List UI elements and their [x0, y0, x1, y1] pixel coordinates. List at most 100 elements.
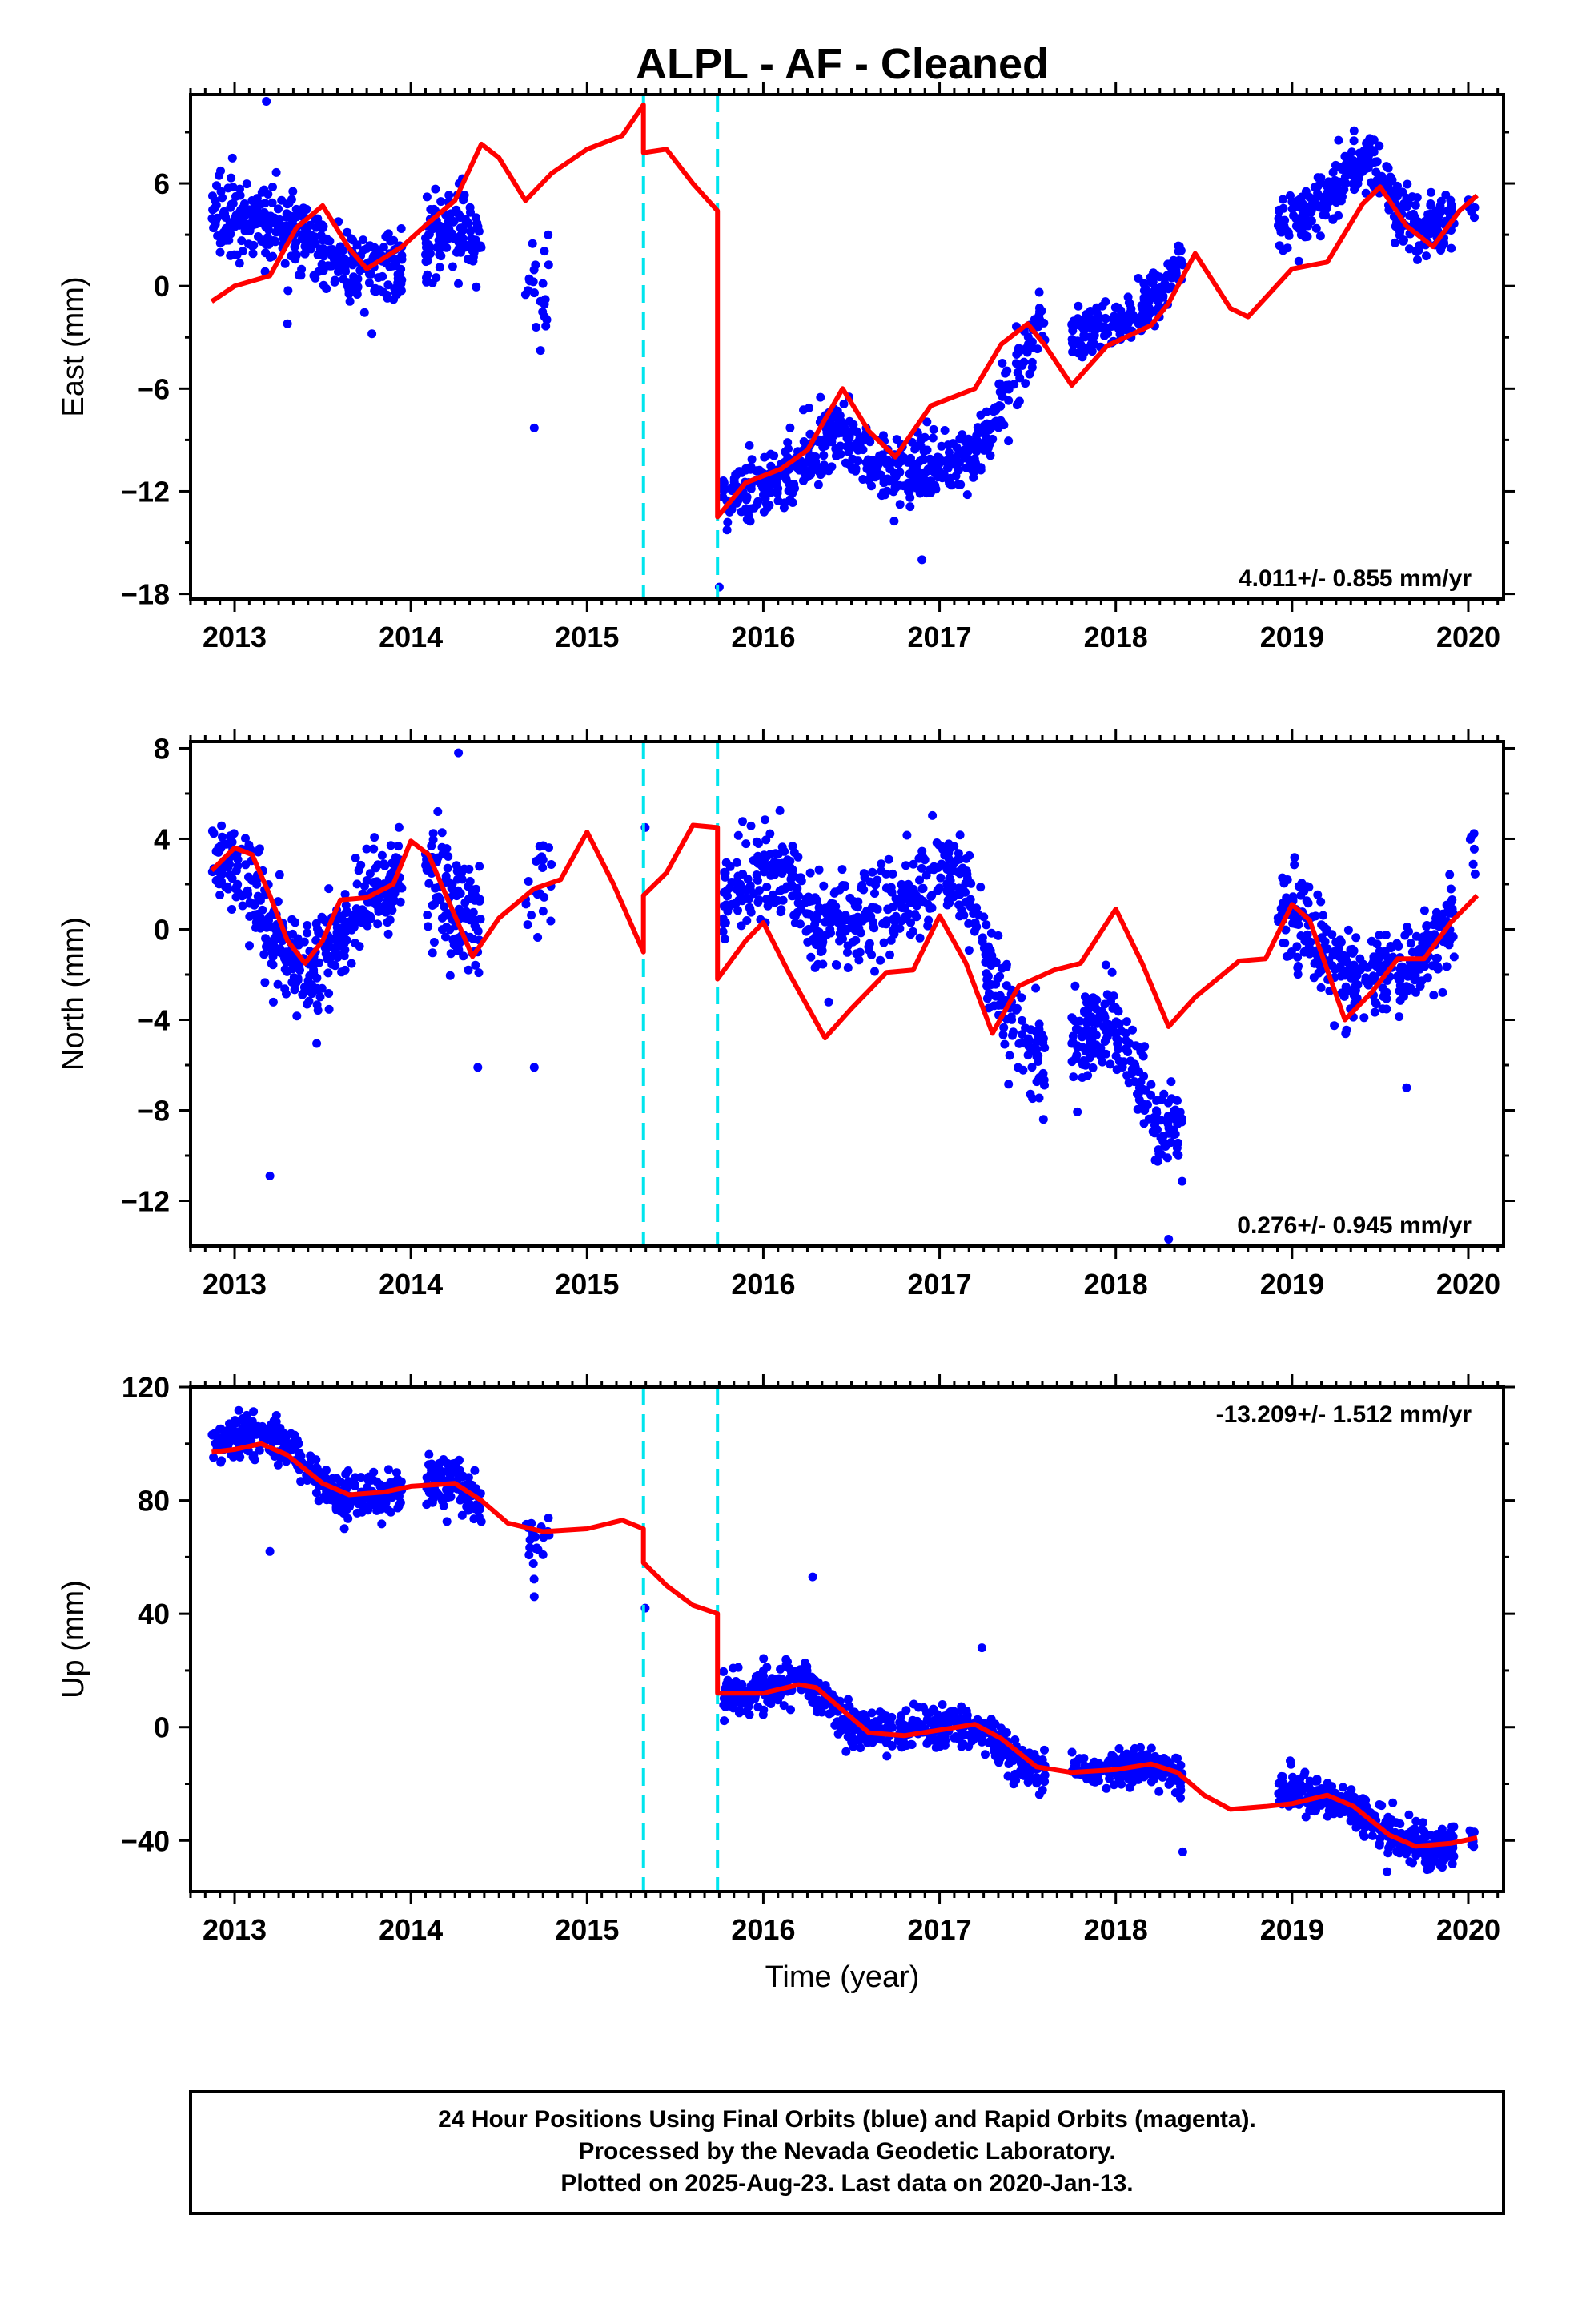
data-point — [421, 257, 431, 267]
y-tick-label: −18 — [121, 578, 170, 611]
x-tick-label: 2013 — [203, 1268, 267, 1301]
data-point — [380, 861, 390, 870]
data-point — [322, 1466, 331, 1475]
data-point — [207, 1430, 217, 1440]
data-point — [359, 235, 368, 245]
data-point — [1295, 195, 1304, 204]
data-point — [275, 1424, 285, 1433]
data-point — [918, 896, 928, 906]
data-point — [260, 267, 270, 276]
data-point — [799, 405, 808, 415]
data-point — [761, 895, 771, 904]
data-point — [995, 379, 1005, 388]
data-point — [770, 898, 780, 907]
data-point — [267, 959, 276, 968]
data-point — [1402, 202, 1411, 211]
data-point — [766, 461, 776, 471]
data-point — [998, 1751, 1007, 1760]
data-point — [755, 478, 765, 488]
data-point — [472, 282, 481, 292]
data-point — [436, 223, 446, 232]
data-point — [1349, 126, 1359, 135]
data-point — [1067, 1747, 1077, 1757]
data-point — [737, 1681, 746, 1691]
data-point — [238, 207, 247, 216]
data-point — [1334, 135, 1343, 145]
data-point — [969, 468, 978, 477]
data-point — [729, 477, 739, 487]
data-point — [1176, 1760, 1186, 1770]
data-point — [271, 1417, 281, 1426]
data-point — [231, 213, 240, 223]
data-point — [1160, 1756, 1170, 1766]
data-point — [745, 884, 755, 894]
data-point — [1015, 373, 1025, 383]
data-point — [1137, 1751, 1146, 1761]
data-point — [1365, 134, 1375, 143]
data-point — [725, 883, 735, 893]
data-point — [383, 293, 392, 303]
data-point — [785, 423, 795, 432]
data-point — [933, 452, 942, 462]
data-point — [1031, 1047, 1041, 1056]
data-point — [391, 1468, 401, 1478]
data-point — [1442, 962, 1452, 971]
data-point — [991, 979, 1001, 989]
outlier-point — [917, 555, 927, 565]
data-point — [537, 852, 547, 862]
x-tick-label: 2014 — [379, 621, 443, 653]
data-point — [211, 219, 220, 229]
data-point — [915, 933, 925, 943]
data-point — [349, 277, 359, 286]
data-point — [1128, 1025, 1137, 1035]
data-point — [1116, 306, 1126, 316]
x-tick-label: 2020 — [1436, 1268, 1500, 1301]
data-point — [1128, 1777, 1138, 1787]
data-point — [423, 270, 432, 279]
data-point — [1445, 870, 1455, 879]
data-point — [821, 917, 830, 927]
data-point — [741, 894, 751, 903]
x-tick-label: 2016 — [731, 1268, 795, 1301]
data-point — [473, 222, 483, 231]
data-point — [291, 963, 301, 972]
data-point — [1467, 207, 1476, 216]
data-point — [344, 289, 354, 299]
data-point — [938, 473, 947, 483]
data-point — [1032, 1773, 1042, 1783]
data-point — [474, 968, 484, 978]
data-point — [212, 181, 221, 191]
data-point — [720, 867, 729, 877]
data-point — [311, 1464, 321, 1474]
data-point — [1119, 1057, 1129, 1067]
data-point — [843, 1732, 853, 1742]
data-point — [1083, 1005, 1093, 1015]
data-point — [802, 1662, 812, 1671]
data-point — [266, 211, 275, 221]
data-point — [1002, 366, 1012, 376]
data-point — [542, 315, 552, 324]
data-point — [946, 1707, 956, 1717]
data-point — [1426, 200, 1435, 210]
data-point — [1011, 1005, 1021, 1015]
data-point — [1034, 1057, 1042, 1066]
data-point — [383, 229, 393, 239]
data-point — [1040, 1043, 1050, 1052]
data-point — [313, 214, 323, 223]
data-point — [1443, 939, 1452, 948]
data-point — [738, 817, 747, 826]
data-point — [723, 517, 733, 527]
data-point — [1153, 1125, 1162, 1135]
data-point — [1412, 193, 1422, 203]
data-point — [996, 401, 1006, 411]
data-point — [527, 911, 536, 920]
data-point — [922, 485, 932, 494]
data-point — [287, 195, 296, 204]
data-point — [363, 921, 372, 931]
data-point — [466, 227, 476, 236]
data-point — [234, 1405, 243, 1415]
data-point — [1279, 203, 1288, 213]
data-point — [827, 462, 837, 472]
data-point — [969, 909, 978, 919]
data-point — [439, 1455, 448, 1464]
